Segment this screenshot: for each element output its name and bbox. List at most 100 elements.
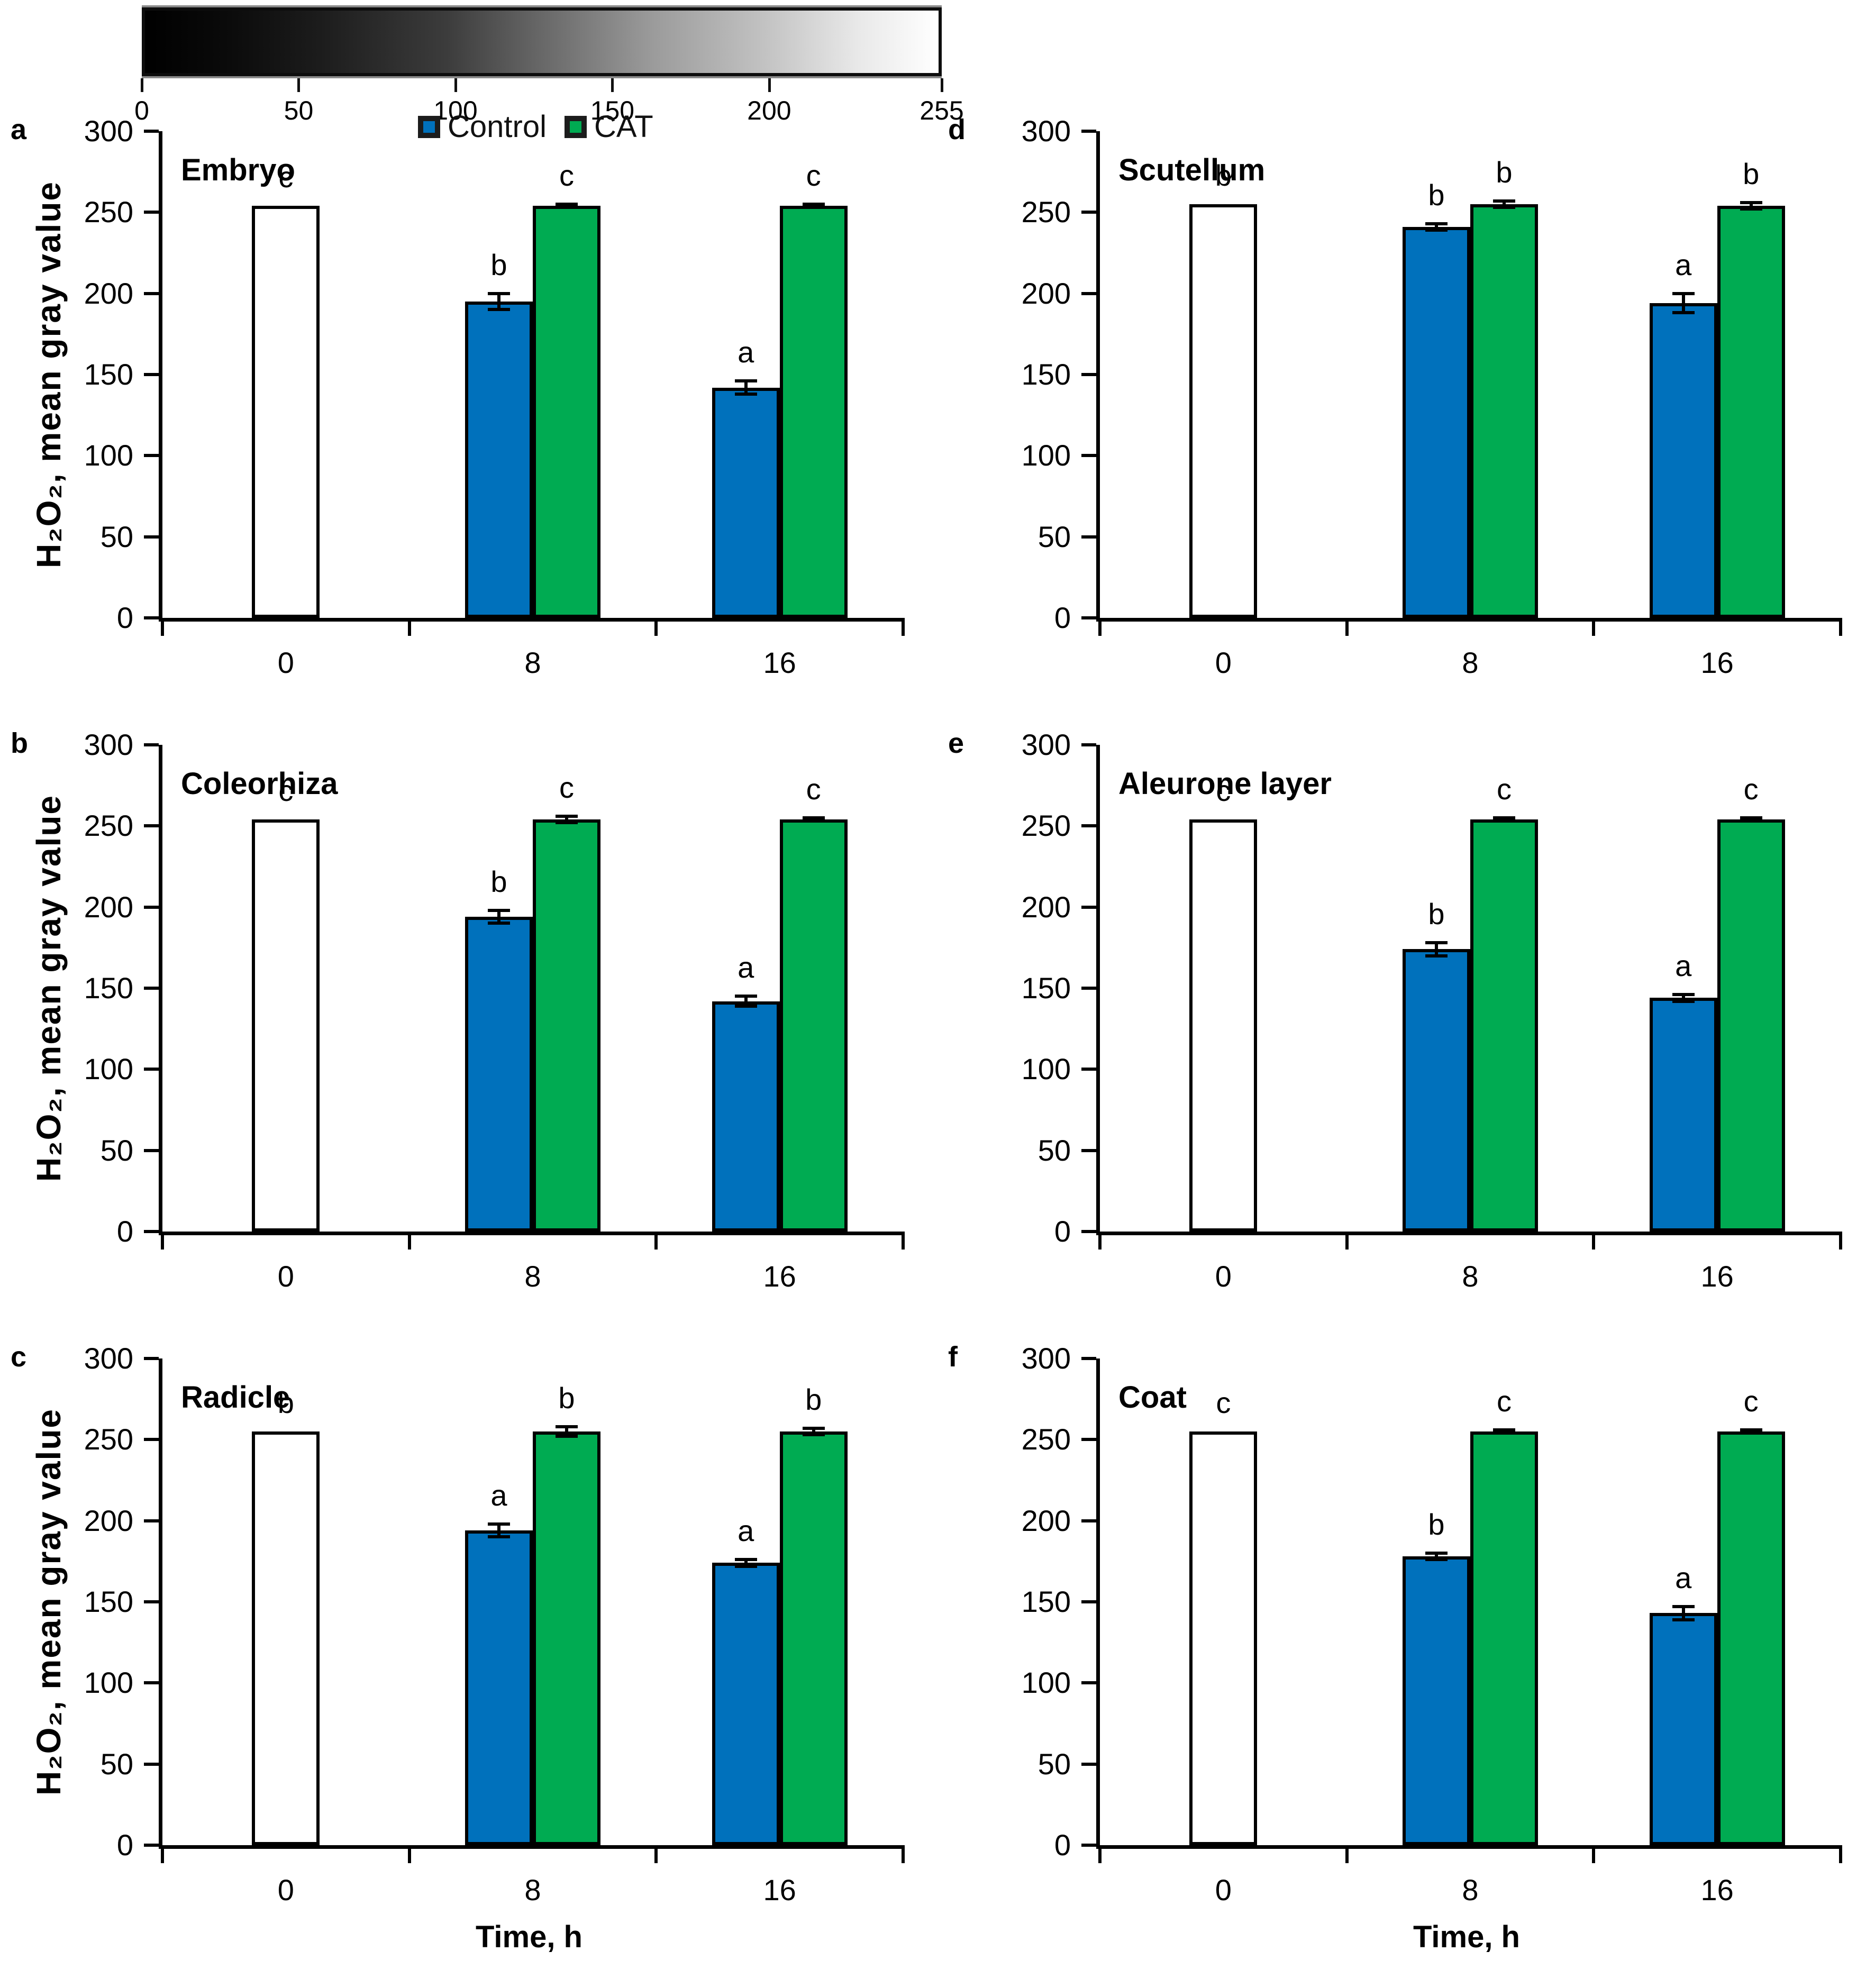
y-axis-tick-label: 50 xyxy=(1037,1133,1071,1167)
error-bar xyxy=(565,204,568,208)
error-bar-cap xyxy=(556,821,578,825)
significance-letter: a xyxy=(738,335,754,369)
x-axis-tick-label: 0 xyxy=(1215,646,1232,679)
y-axis-tick xyxy=(144,373,159,376)
colorbar-tick-label: 100 xyxy=(433,96,478,125)
error-bar-cap xyxy=(488,1522,510,1526)
legend-marker-control xyxy=(418,115,440,138)
colorbar-tick-label: 200 xyxy=(747,96,791,125)
y-axis-tick-label: 250 xyxy=(84,195,133,229)
significance-letter: b xyxy=(490,248,507,281)
panel-radicle: c H₂O₂, mean gray value Radicle 0 50 100 15… xyxy=(0,1333,938,1988)
error-bar-cap xyxy=(1672,311,1695,315)
significance-letter: c xyxy=(806,772,821,806)
plot-area-aleurone-layer: Aleurone layer 0 50 100 150 200 250 300 0 c 8 b c 16… xyxy=(1022,729,1842,1292)
x-axis-tick xyxy=(1839,1845,1842,1863)
x-axis-tick xyxy=(161,618,164,636)
x-axis-label: Time, h xyxy=(1413,1920,1520,1954)
error-bar xyxy=(1435,223,1438,231)
y-axis-tick-label: 100 xyxy=(84,1052,133,1086)
x-axis-tick-label: 8 xyxy=(1462,1873,1479,1907)
x-axis-tick xyxy=(1592,1845,1596,1863)
error-bar-cap xyxy=(1425,1558,1448,1562)
y-axis-tick xyxy=(1081,1357,1096,1360)
y-axis-tick xyxy=(1081,616,1096,619)
legend-label-cat: CAT xyxy=(594,110,653,144)
grayscale-colorbar: 0 50 100 150 200 255 xyxy=(134,7,964,134)
error-bar-cap xyxy=(1493,199,1515,203)
y-axis-tick-label: 150 xyxy=(84,1585,133,1618)
error-bar-cap xyxy=(1425,229,1448,232)
panel-embryo: a H₂O₂, mean gray value Control CAT Embr… xyxy=(0,106,938,761)
panel-letter: f xyxy=(948,1341,958,1373)
error-bar-cap xyxy=(1672,1605,1695,1609)
y-axis-tick xyxy=(144,1148,159,1152)
legend-label-control: Control xyxy=(448,110,547,144)
y-axis-tick xyxy=(1081,130,1096,133)
x-axis-tick xyxy=(407,618,411,636)
y-axis-tick xyxy=(144,454,159,458)
colorbar-tick xyxy=(141,78,143,92)
significance-letter: c xyxy=(278,774,294,808)
error-bar xyxy=(812,204,815,208)
error-bar-cap xyxy=(1493,819,1515,823)
y-axis-tick xyxy=(1081,1844,1096,1847)
colorbar-tick-label: 0 xyxy=(134,96,149,125)
error-bar-cap xyxy=(1493,816,1515,819)
error-bar-cap xyxy=(734,379,757,383)
error-bar-cap xyxy=(802,1426,825,1430)
error-bar xyxy=(1503,200,1506,208)
y-axis-tick xyxy=(1081,905,1096,909)
y-axis-tick xyxy=(144,616,159,619)
error-bar-cap xyxy=(802,1433,825,1437)
y-axis-tick-label: 0 xyxy=(1054,601,1071,634)
panel-letter: b xyxy=(11,727,28,759)
significance-letter: b xyxy=(490,864,507,898)
significance-letter: a xyxy=(1675,949,1692,983)
y-axis-tick xyxy=(144,1230,159,1233)
panel-coat: f Coat 0 50 100 150 200 250 300 0 c 8 b c 16 a c Time,… xyxy=(938,1333,1875,1988)
x-axis-tick-label: 16 xyxy=(763,646,796,679)
error-bar-cap xyxy=(1740,200,1762,204)
significance-letter: c xyxy=(1497,772,1512,806)
legend: Control CAT xyxy=(418,109,653,144)
y-axis-tick-label: 150 xyxy=(84,971,133,1005)
x-axis-tick xyxy=(1592,618,1596,636)
x-axis-tick xyxy=(654,618,658,636)
error-bar-cap xyxy=(488,308,510,312)
panel-scutellum: d Scutellum 0 50 100 150 200 250 300 0 b 8 b b 16 a b xyxy=(938,106,1875,761)
x-axis-tick xyxy=(407,1232,411,1250)
x-axis-tick xyxy=(902,1232,905,1250)
error-bar-cap xyxy=(556,1425,578,1428)
error-bar-cap xyxy=(802,816,825,819)
y-axis-tick-label: 300 xyxy=(1021,1342,1071,1375)
y-axis-tick xyxy=(144,1519,159,1522)
panel-title: Embryo xyxy=(181,153,295,187)
error-bar-cap xyxy=(1740,1428,1762,1431)
significance-letter: b xyxy=(558,1381,575,1415)
significance-letter: c xyxy=(806,159,821,192)
error-bar xyxy=(1749,818,1753,822)
x-axis-tick-label: 16 xyxy=(1700,1260,1734,1293)
y-axis-tick-label: 0 xyxy=(116,601,133,634)
error-bar-cap xyxy=(1493,1428,1515,1431)
bar-control xyxy=(1649,303,1717,618)
error-bar-cap xyxy=(556,203,578,206)
error-bar-cap xyxy=(556,1435,578,1438)
x-axis-tick xyxy=(407,1845,411,1863)
error-bar-cap xyxy=(802,819,825,823)
significance-letter: c xyxy=(278,160,294,194)
significance-letter: b xyxy=(1428,897,1445,931)
bar-cat xyxy=(1717,819,1785,1232)
colorbar-tick-label: 150 xyxy=(590,96,635,125)
bar-cat xyxy=(1470,1431,1538,1845)
bar-cat xyxy=(533,206,600,618)
x-axis-tick xyxy=(1098,618,1102,636)
error-bar-cap xyxy=(734,1564,757,1568)
significance-letter: b xyxy=(805,1382,822,1416)
error-bar xyxy=(812,1428,815,1435)
x-axis-tick-label: 0 xyxy=(1215,1260,1232,1293)
y-axis-tick xyxy=(1081,535,1096,539)
error-bar-cap xyxy=(734,1558,757,1562)
significance-letter: c xyxy=(559,770,574,804)
